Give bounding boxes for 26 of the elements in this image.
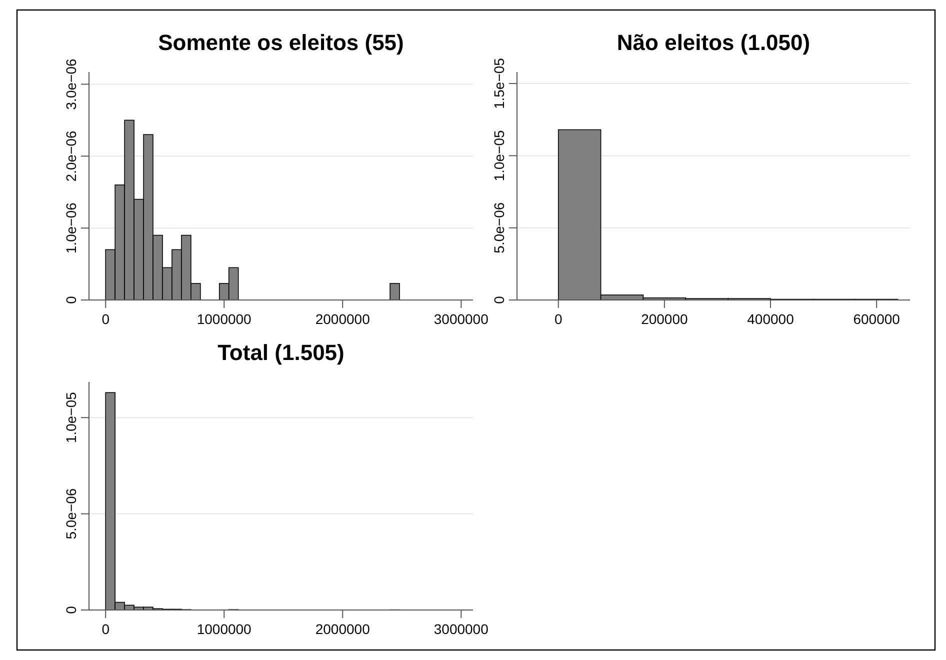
y-tick-label: 5.0e−06 (63, 488, 79, 540)
y-tick-label: 0 (63, 606, 79, 614)
x-tick-label: 0 (102, 311, 110, 327)
x-tick-label: 600000 (853, 311, 900, 327)
chart-title: Não eleitos (1.050) (616, 30, 810, 55)
x-tick-label: 200000 (641, 311, 688, 327)
x-tick-label: 3000000 (434, 621, 489, 637)
x-tick-label: 400000 (747, 311, 794, 327)
x-tick-label: 3000000 (434, 311, 489, 327)
y-tick-label: 0 (63, 296, 79, 304)
x-tick-label: 0 (102, 621, 110, 637)
y-tick-label: 0 (491, 296, 507, 304)
y-tick-label: 1.5e−05 (491, 58, 507, 110)
y-tick-label: 1.0e−05 (63, 392, 79, 444)
chart-title: Total (1.505) (218, 340, 344, 365)
x-tick-label: 2000000 (315, 311, 370, 327)
x-tick-label: 0 (554, 311, 562, 327)
y-tick-label: 1.0e−05 (491, 130, 507, 182)
y-tick-label: 1.0e−06 (63, 202, 79, 254)
y-tick-label: 5.0e−06 (491, 202, 507, 254)
x-tick-label: 2000000 (315, 621, 370, 637)
x-tick-label: 1000000 (196, 621, 252, 637)
y-tick-label: 3.0e−06 (63, 58, 79, 110)
x-tick-label: 1000000 (196, 311, 252, 327)
y-tick-label: 2.0e−06 (63, 130, 79, 182)
chart-title: Somente os eleitos (55) (158, 30, 404, 55)
